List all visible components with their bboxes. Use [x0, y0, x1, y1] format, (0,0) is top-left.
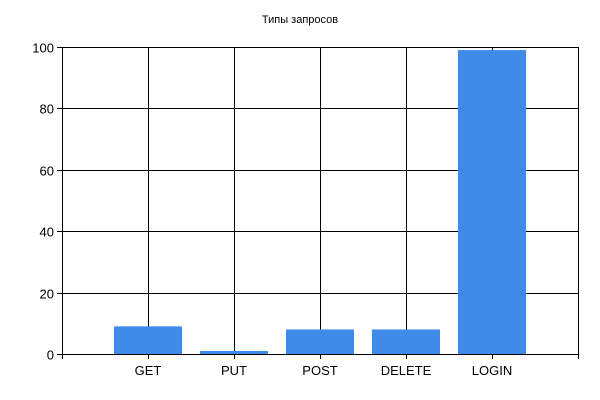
x-tick-label-login: LOGIN: [472, 363, 512, 378]
tick-labels: 0 20 40 60 80 100 GET PUT POST DELETE LOGIN: [32, 41, 512, 379]
bar-post: [286, 329, 354, 354]
bar-delete: [372, 329, 440, 354]
chart-title: Типы запросов: [262, 14, 338, 26]
x-tick-label-get: GET: [135, 363, 162, 378]
bar-put: [200, 350, 268, 354]
y-tick-label: 80: [40, 102, 54, 117]
bar-get: [114, 326, 182, 354]
y-tick-label: 40: [40, 225, 54, 240]
y-tick-label: 20: [40, 287, 54, 302]
axes: [57, 47, 579, 359]
y-tick-label: 60: [40, 164, 54, 179]
y-tick-label: 0: [47, 348, 54, 363]
x-tick-label-delete: DELETE: [381, 363, 432, 378]
x-tick-label-post: POST: [302, 363, 337, 378]
bar-login: [458, 50, 526, 354]
y-tick-label: 100: [32, 41, 54, 56]
x-tick-label-put: PUT: [221, 363, 247, 378]
bars: [114, 50, 526, 354]
